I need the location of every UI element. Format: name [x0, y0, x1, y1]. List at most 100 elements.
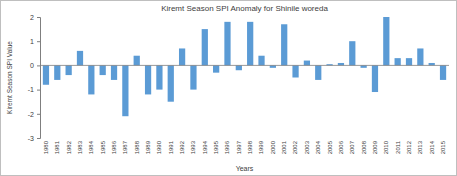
- x-tick-label: 1999: [258, 140, 264, 154]
- x-tick-label: 2004: [315, 140, 321, 154]
- bar: [349, 41, 355, 65]
- x-tick-label: 2002: [292, 140, 298, 154]
- x-tick-label: 2011: [395, 140, 401, 154]
- bar: [145, 65, 151, 94]
- bar: [372, 65, 378, 92]
- x-tick: 1986: [111, 138, 117, 154]
- bar: [213, 65, 219, 72]
- y-tick: -3: [28, 135, 40, 142]
- x-tick: 1985: [100, 138, 106, 154]
- x-tick-label: 1991: [168, 140, 174, 154]
- bar: [236, 65, 242, 70]
- y-tick-mark: [37, 90, 40, 91]
- x-tick: 1992: [179, 138, 185, 154]
- x-tick-label: 1989: [145, 140, 151, 154]
- x-tick: 2004: [315, 138, 321, 154]
- bar: [43, 65, 49, 84]
- x-tick: 2007: [349, 138, 355, 154]
- x-tick-label: 1993: [190, 140, 196, 154]
- x-tick: 1984: [88, 138, 94, 154]
- y-tick: 0: [30, 62, 40, 69]
- x-tick-label: 2009: [372, 140, 378, 154]
- x-tick: 1994: [202, 138, 208, 154]
- x-tick-label: 1981: [54, 140, 60, 154]
- bar: [395, 58, 401, 65]
- x-tick-label: 2013: [417, 140, 423, 154]
- x-tick-label: 2006: [338, 140, 344, 154]
- y-axis-title: Kiremt Season SPI Value: [6, 41, 13, 114]
- bar: [247, 22, 253, 66]
- y-axis: -3 -2 -1 0 1 2: [28, 14, 41, 142]
- x-tick: 2010: [383, 138, 389, 154]
- y-tick-mark: [37, 65, 40, 66]
- bar: [54, 65, 60, 80]
- x-tick: 1987: [122, 138, 128, 154]
- x-tick-label: 1996: [224, 140, 230, 154]
- y-tick-label: -3: [28, 135, 34, 142]
- y-tick-label: -1: [28, 86, 34, 93]
- x-tick: 2013: [417, 138, 423, 154]
- bar: [179, 48, 185, 65]
- x-tick: 1983: [77, 138, 83, 154]
- x-tick-label: 2000: [270, 140, 276, 154]
- bar: [406, 58, 412, 65]
- bar: [304, 61, 310, 66]
- x-tick-label: 1998: [247, 140, 253, 154]
- y-tick: 2: [30, 14, 40, 21]
- x-tick-label: 1995: [213, 140, 219, 154]
- x-axis: 1980198119821983198419851986198719881989…: [43, 138, 446, 154]
- chart-border: [1, 1, 457, 176]
- y-tick: -2: [28, 111, 40, 118]
- x-tick-label: 1986: [111, 140, 117, 154]
- bar: [111, 65, 117, 80]
- y-tick-label: 0: [30, 62, 34, 69]
- x-tick: 2012: [406, 138, 412, 154]
- bar: [202, 29, 208, 65]
- y-tick: 1: [30, 38, 40, 45]
- y-tick-mark: [37, 41, 40, 42]
- bars: [43, 17, 446, 116]
- x-tick: 1991: [168, 138, 174, 154]
- x-tick-label: 1985: [100, 140, 106, 154]
- x-tick-label: 2010: [383, 140, 389, 154]
- x-tick: 1990: [156, 138, 162, 154]
- x-tick-label: 1990: [156, 140, 162, 154]
- x-tick-label: 2014: [429, 140, 435, 154]
- x-tick-label: 1994: [202, 140, 208, 154]
- x-tick: 1981: [54, 138, 60, 154]
- x-tick: 2009: [372, 138, 378, 154]
- y-tick-label: 1: [30, 38, 34, 45]
- bar: [168, 65, 174, 101]
- x-tick-label: 1997: [236, 140, 242, 154]
- x-tick: 2006: [338, 138, 344, 154]
- x-tick: 2014: [429, 138, 435, 154]
- bar: [417, 48, 423, 65]
- x-tick-label: 1980: [43, 140, 49, 154]
- bar: [156, 65, 162, 89]
- bar: [77, 51, 83, 66]
- x-tick: 2011: [395, 138, 401, 154]
- y-tick-label: -2: [28, 111, 34, 118]
- bar: [88, 65, 94, 94]
- x-tick: 1989: [145, 138, 151, 154]
- x-tick: 2008: [361, 138, 367, 154]
- x-tick: 2005: [327, 138, 333, 154]
- y-tick-label: 2: [30, 14, 34, 21]
- bar: [292, 65, 298, 77]
- chart: -3-2-10121980198119821983198419851986198…: [0, 0, 457, 176]
- x-tick-label: 2003: [304, 140, 310, 154]
- x-tick-label: 1984: [88, 140, 94, 154]
- x-tick-label: 2007: [349, 140, 355, 154]
- y-axis-line: [37, 18, 41, 139]
- bar: [281, 24, 287, 65]
- x-axis-title: Years: [236, 165, 254, 172]
- x-tick-label: 2001: [281, 140, 287, 154]
- x-tick: 1997: [236, 138, 242, 154]
- x-tick: 1998: [247, 138, 253, 154]
- y-tick-mark: [37, 17, 40, 18]
- x-tick: 2002: [292, 138, 298, 154]
- x-tick-label: 2012: [406, 140, 412, 154]
- x-tick: 1999: [258, 138, 264, 154]
- x-tick-label: 1987: [122, 140, 128, 154]
- bar: [190, 65, 196, 89]
